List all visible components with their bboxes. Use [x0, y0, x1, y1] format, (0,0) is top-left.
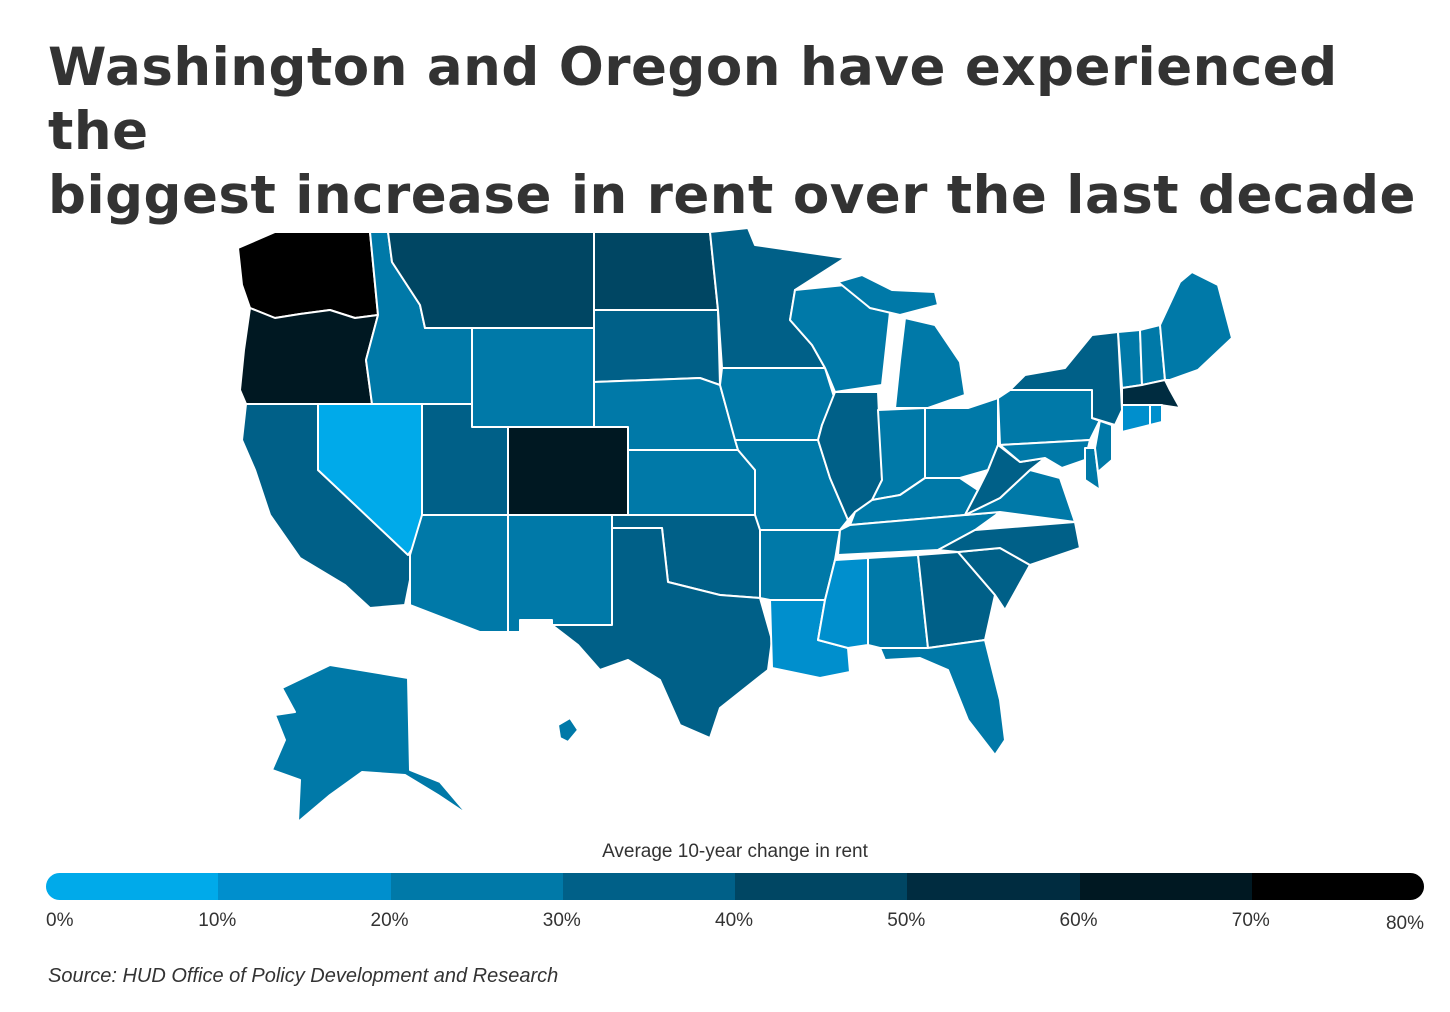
legend-tick-6: 60% [1059, 910, 1098, 931]
state-michigan-lower[interactable] [894, 317, 966, 409]
state-iowa[interactable] [719, 367, 836, 441]
state-tennessee[interactable] [837, 511, 1001, 556]
legend-tick-1: 10% [198, 910, 237, 931]
legend-tick-5: 50% [887, 910, 926, 931]
legend-bar [46, 873, 1424, 900]
state-ohio[interactable] [924, 397, 999, 479]
source-note: Source: HUD Office of Policy Development… [48, 965, 559, 987]
state-wyoming[interactable] [471, 327, 595, 428]
legend-segment-8 [1251, 873, 1424, 900]
state-maine[interactable] [1159, 271, 1233, 381]
chart-title: Washington and Oregon have experienced t… [48, 36, 1428, 228]
state-north-carolina[interactable] [937, 521, 1081, 566]
state-vermont[interactable] [1117, 329, 1143, 389]
state-new-mexico[interactable] [507, 514, 613, 633]
state-north-dakota[interactable] [593, 231, 719, 311]
state-kansas[interactable] [627, 449, 756, 516]
state-arizona[interactable] [409, 514, 509, 633]
state-oregon[interactable] [239, 307, 379, 405]
states-group [237, 227, 1233, 823]
legend-segment-2 [218, 873, 391, 900]
legend-tick-7: 70% [1231, 910, 1270, 931]
legend-segment-1 [46, 873, 219, 900]
legend-tick-3: 30% [542, 910, 581, 931]
state-hawaii[interactable] [557, 717, 579, 743]
title-line-2: biggest increase in rent over the last d… [48, 165, 1416, 226]
legend-title: Average 10-year change in rent [602, 841, 868, 862]
legend-tick-0: 0% [46, 910, 74, 931]
state-rhode-island[interactable] [1149, 404, 1163, 426]
state-georgia[interactable] [917, 551, 996, 649]
title-line-1: Washington and Oregon have experienced t… [48, 37, 1338, 162]
state-south-dakota[interactable] [593, 309, 721, 386]
state-alaska[interactable] [271, 664, 469, 823]
state-florida[interactable] [879, 639, 1006, 756]
legend-tick-2: 20% [370, 910, 409, 931]
state-connecticut[interactable] [1121, 404, 1151, 433]
legend-segment-7 [1079, 873, 1252, 900]
state-michigan-upper[interactable] [837, 274, 939, 316]
legend-tick-8: 80% [1385, 913, 1424, 934]
state-pennsylvania[interactable] [997, 389, 1101, 446]
legend-segment-3 [390, 873, 563, 900]
state-texas[interactable] [551, 527, 773, 739]
legend-tick-4: 40% [715, 910, 754, 931]
state-washington[interactable] [237, 231, 379, 319]
legend-segment-6 [907, 873, 1080, 900]
state-colorado[interactable] [507, 426, 629, 516]
legend-segment-4 [562, 873, 735, 900]
legend-segment-5 [735, 873, 908, 900]
